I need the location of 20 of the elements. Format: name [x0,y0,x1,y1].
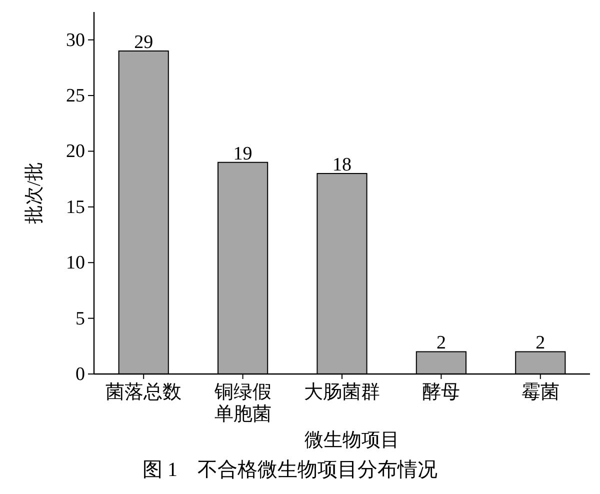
y-tick-label: 25 [66,86,85,107]
y-tick-label: 15 [66,196,85,218]
y-tick-label: 0 [76,364,85,385]
y-tick-label: 30 [66,30,85,51]
x-tick-label: 菌落总数 [106,382,182,403]
data-label: 2 [536,332,546,354]
data-label: 2 [436,332,446,354]
y-axis-title: 批次/批 [24,162,45,224]
data-label: 19 [233,143,252,164]
y-tick-label: 20 [66,141,85,162]
data-label: 18 [332,154,352,176]
y-tick-label: 5 [76,308,85,330]
y-tick-label: 10 [66,252,85,274]
x-tick-label: 霉菌 [521,382,560,403]
data-label: 29 [134,32,154,53]
x-axis-title: 微生物项目 [304,430,400,451]
x-tick-label: 大肠菌群 [304,382,380,403]
x-tick-label: 酵母 [422,382,460,403]
x-tick-label: 铜绿假单胞菌 [213,382,272,425]
text: 图 1 不合格微生物项目分布情况 [142,459,438,481]
